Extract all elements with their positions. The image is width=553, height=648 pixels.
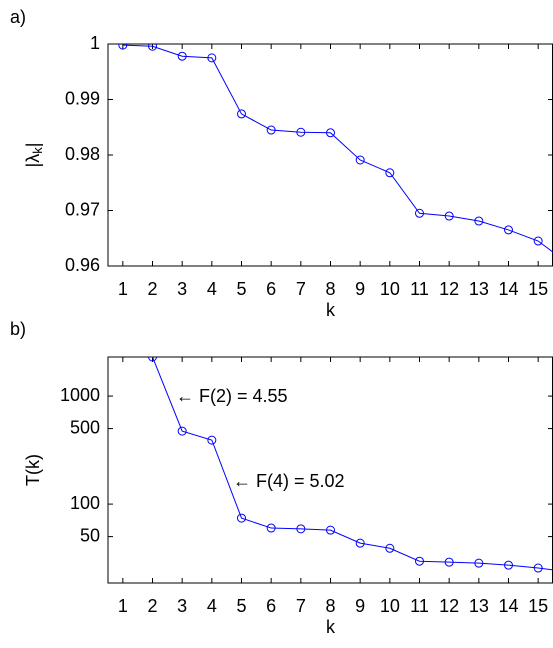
y-tick-label: 0.97 bbox=[65, 199, 100, 219]
x-tick-label: 4 bbox=[207, 596, 217, 616]
x-tick-label: 12 bbox=[439, 596, 459, 616]
y-axis-label-end: | bbox=[23, 143, 43, 148]
marker bbox=[326, 525, 335, 535]
marker bbox=[533, 563, 543, 573]
x-tick-label: 6 bbox=[266, 279, 276, 299]
x-tick-label: 3 bbox=[177, 279, 187, 299]
marker bbox=[207, 435, 217, 445]
x-tick-label: 13 bbox=[469, 279, 489, 299]
x-tick-label: 12 bbox=[439, 279, 459, 299]
axis-box bbox=[107, 43, 553, 267]
panel-label: b) bbox=[10, 319, 26, 339]
x-tick-label: 1 bbox=[118, 279, 128, 299]
x-tick-label: 4 bbox=[207, 279, 217, 299]
x-tick-label: 2 bbox=[147, 596, 157, 616]
marker bbox=[148, 357, 157, 362]
x-tick-label: 6 bbox=[266, 596, 276, 616]
marker bbox=[415, 208, 424, 218]
marker bbox=[355, 538, 365, 548]
marker bbox=[385, 543, 395, 553]
marker bbox=[504, 560, 513, 570]
x-tick-label: 15 bbox=[528, 596, 548, 616]
marker bbox=[504, 225, 513, 235]
x-tick-label: 9 bbox=[355, 279, 365, 299]
marker bbox=[355, 155, 365, 165]
y-tick-label: 0.99 bbox=[65, 88, 100, 108]
x-tick-label: 9 bbox=[355, 596, 365, 616]
marker bbox=[296, 127, 306, 137]
x-tick-label: 15 bbox=[528, 279, 548, 299]
x-tick-label: 1 bbox=[118, 596, 128, 616]
x-tick-label: 3 bbox=[177, 596, 187, 616]
marker bbox=[444, 557, 454, 567]
y-tick-label: 500 bbox=[70, 417, 100, 437]
annotation: ← F(4) = 5.02 bbox=[233, 471, 345, 491]
x-axis-label: k bbox=[326, 617, 336, 637]
marker bbox=[266, 125, 276, 135]
marker bbox=[266, 523, 276, 533]
marker bbox=[385, 168, 395, 178]
marker bbox=[237, 109, 246, 119]
x-tick-label: 11 bbox=[410, 596, 429, 616]
plot-area bbox=[118, 44, 553, 253]
y-axis-label-sub: k bbox=[30, 147, 45, 154]
y-axis-label: |λk| bbox=[23, 143, 46, 168]
marker bbox=[177, 51, 187, 61]
plot-area bbox=[148, 357, 553, 573]
x-tick-label: 2 bbox=[147, 279, 157, 299]
marker bbox=[533, 236, 543, 246]
y-axis-label: T(k) bbox=[23, 454, 43, 486]
x-tick-label: 10 bbox=[380, 596, 400, 616]
marker bbox=[177, 426, 187, 436]
marker bbox=[326, 128, 335, 138]
y-axis-label-main: T(k) bbox=[23, 454, 43, 486]
line bbox=[122, 44, 553, 253]
x-tick-label: 5 bbox=[236, 596, 246, 616]
x-tick-label: 7 bbox=[296, 596, 306, 616]
annotation: ← F(2) = 4.55 bbox=[176, 386, 288, 406]
line bbox=[152, 357, 553, 571]
y-tick-label: 1 bbox=[90, 33, 100, 53]
y-tick-label: 0.96 bbox=[65, 255, 100, 275]
x-tick-label: 11 bbox=[410, 279, 429, 299]
marker bbox=[148, 44, 157, 51]
x-tick-label: 14 bbox=[498, 596, 518, 616]
marker bbox=[444, 211, 454, 221]
marker bbox=[237, 513, 246, 523]
x-tick-label: 14 bbox=[498, 279, 518, 299]
x-tick-label: 7 bbox=[296, 279, 306, 299]
x-tick-label: 10 bbox=[380, 279, 400, 299]
panel-label: a) bbox=[10, 7, 26, 27]
x-axis-label: k bbox=[326, 300, 336, 320]
y-tick-label: 1000 bbox=[60, 385, 100, 405]
marker bbox=[118, 44, 128, 50]
marker bbox=[296, 524, 306, 534]
x-tick-label: 8 bbox=[325, 596, 335, 616]
x-tick-label: 8 bbox=[325, 279, 335, 299]
y-axis-label-main: |λ bbox=[23, 154, 43, 168]
marker bbox=[474, 216, 484, 226]
x-tick-label: 13 bbox=[469, 596, 489, 616]
y-tick-label: 100 bbox=[70, 493, 100, 513]
y-tick-label: 50 bbox=[80, 525, 100, 545]
y-tick-label: 0.98 bbox=[65, 144, 100, 164]
marker bbox=[415, 556, 424, 566]
x-tick-label: 5 bbox=[236, 279, 246, 299]
marker bbox=[474, 558, 484, 568]
marker bbox=[207, 53, 217, 63]
